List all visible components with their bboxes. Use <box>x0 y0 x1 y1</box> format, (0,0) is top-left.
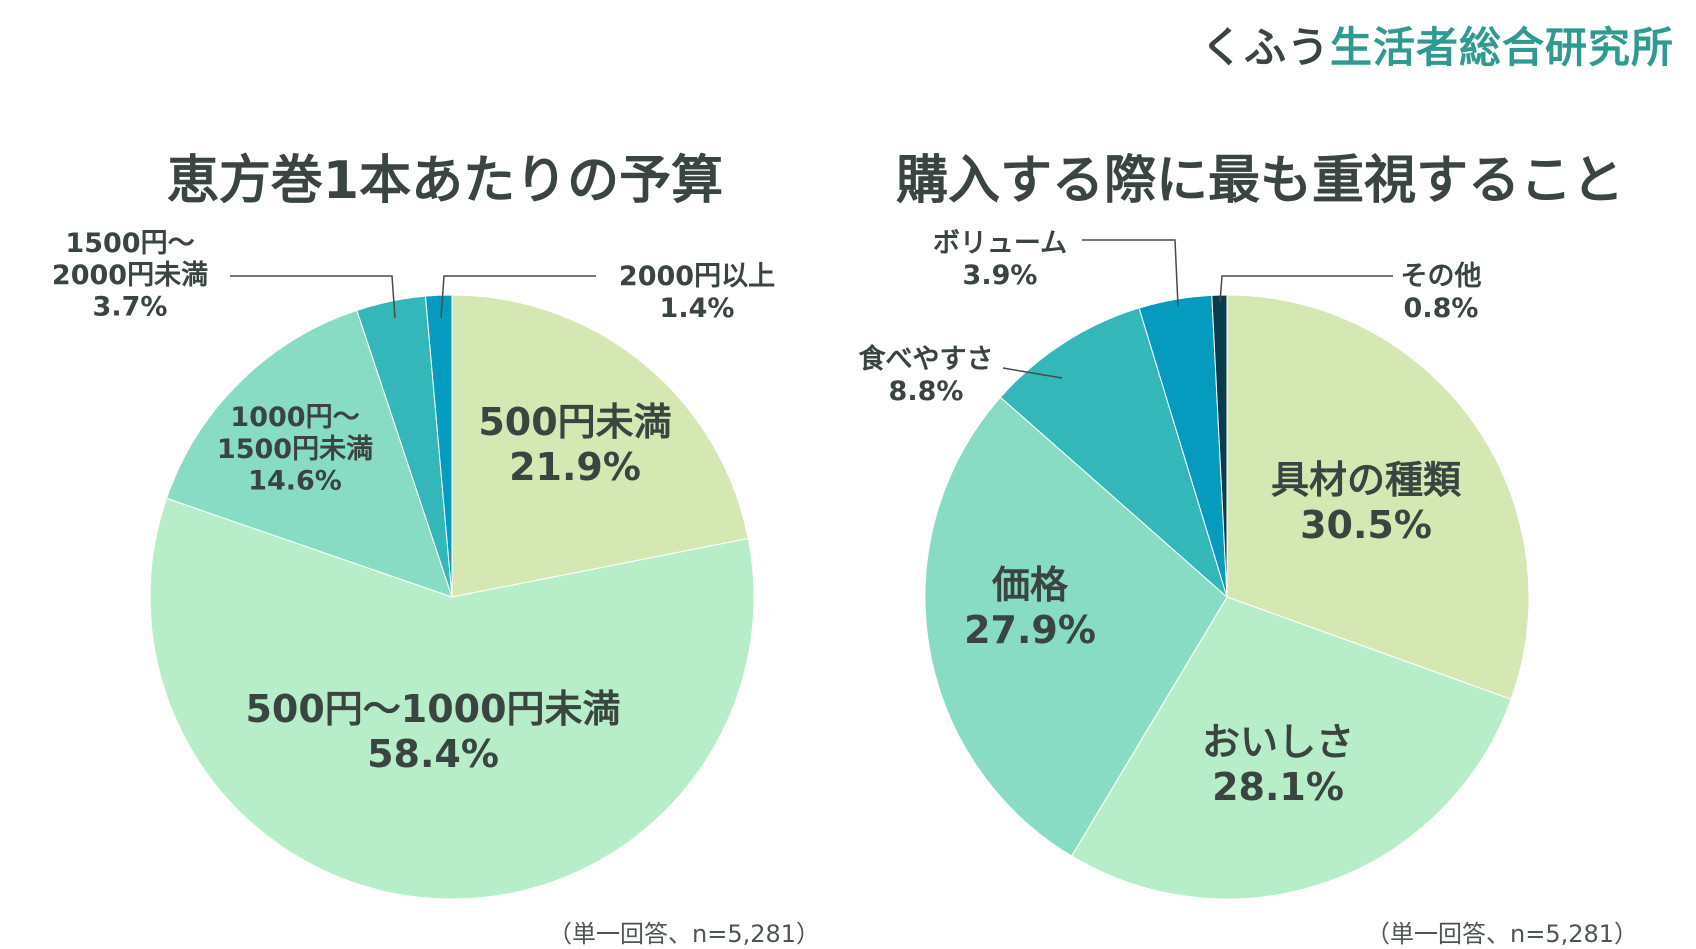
priority-slice-label-4: 食べやすさ 8.8% <box>859 343 994 407</box>
budget-slice-label-3-line-1: 1000円〜 <box>230 402 359 433</box>
priority-slice-label-3-line-2: 27.9% <box>964 608 1096 652</box>
priority-slice-label-3: 価格 27.9% <box>964 563 1096 652</box>
brand-logo: くふう生活者総合研究所 <box>1201 14 1674 75</box>
budget-slice-label-4-line-1: 1500円〜 <box>65 228 194 259</box>
budget-slice-label-4-line-2: 2000円未満 <box>52 260 208 291</box>
budget-slice-label-2-line-1: 500円〜1000円未満 <box>245 687 620 731</box>
budget-slice-label-4-line-3: 3.7% <box>93 292 168 323</box>
budget-leader-line-4 <box>230 275 396 319</box>
priority-slice-label-5: ボリューム 3.9% <box>933 228 1067 291</box>
priority-chart-note: （単一回答、n=5,281） <box>1366 920 1639 948</box>
priority-slice-4 <box>999 307 1228 599</box>
priority-slice-label-4-line-2: 8.8% <box>889 376 964 407</box>
priority-slice-label-1-line-2: 30.5% <box>1300 503 1432 547</box>
budget-slice-label-5-line-1: 2000円以上 <box>619 261 775 292</box>
budget-slice-label-2: 500円〜1000円未満 58.4% <box>245 687 620 776</box>
budget-slice-2 <box>149 497 755 900</box>
priority-slice-label-2-line-1: おいしさ <box>1202 720 1354 764</box>
priority-slice-label-6-line-2: 0.8% <box>1404 293 1479 324</box>
priority-leader-line-5 <box>1082 239 1179 307</box>
budget-slice-label-3: 1000円〜 1500円未満 14.6% <box>217 402 373 497</box>
priority-slice-label-5-line-1: ボリューム <box>933 228 1067 259</box>
priority-slice-label-2: おいしさ 28.1% <box>1202 720 1354 809</box>
priority-slice-label-1: 具材の種類 30.5% <box>1271 458 1462 547</box>
budget-slice-5 <box>424 294 453 598</box>
priority-leader-line-6 <box>1219 275 1393 303</box>
budget-slice-label-5-line-2: 1.4% <box>660 293 735 324</box>
budget-slice-label-4: 1500円〜 2000円未満 3.7% <box>52 228 208 323</box>
priority-slice-label-6: その他 0.8% <box>1401 261 1482 324</box>
budget-slice-1 <box>451 294 749 598</box>
brand-name-part1: くふう <box>1200 23 1330 72</box>
budget-chart-note: （単一回答、n=5,281） <box>548 920 821 948</box>
priority-slice-2 <box>1070 596 1512 900</box>
priority-slice-label-3-line-1: 価格 <box>991 563 1069 607</box>
priority-leader-line-4 <box>1002 367 1063 379</box>
budget-slice-label-5: 2000円以上 1.4% <box>619 261 775 324</box>
budget-slice-label-1-line-2: 21.9% <box>509 445 641 489</box>
budget-slice-label-3-line-3: 14.6% <box>248 466 342 497</box>
budget-leader-line-5 <box>440 275 596 319</box>
budget-slice-label-1: 500円未満 21.9% <box>478 400 671 489</box>
budget-chart-title: 恵方巻1本あたりの予算 <box>166 151 724 211</box>
priority-slice-1 <box>1226 294 1530 700</box>
priority-slice-label-5-line-2: 3.9% <box>963 260 1038 291</box>
priority-slice-label-1-line-1: 具材の種類 <box>1271 458 1462 502</box>
budget-slice-label-1-line-1: 500円未満 <box>478 400 671 444</box>
priority-slice-label-2-line-2: 28.1% <box>1212 765 1344 809</box>
budget-slice-label-2-line-2: 58.4% <box>367 732 499 776</box>
priority-chart-title: 購入する際に最も重視すること <box>895 151 1624 211</box>
budget-slice-label-3-line-2: 1500円未満 <box>217 434 373 465</box>
priority-slice-label-6-line-1: その他 <box>1401 261 1482 292</box>
brand-name-part2: 生活者総合研究所 <box>1329 23 1674 72</box>
priority-slice-6 <box>1211 294 1228 598</box>
priority-slice-label-4-line-1: 食べやすさ <box>859 343 994 375</box>
priority-slice-3 <box>924 396 1228 857</box>
